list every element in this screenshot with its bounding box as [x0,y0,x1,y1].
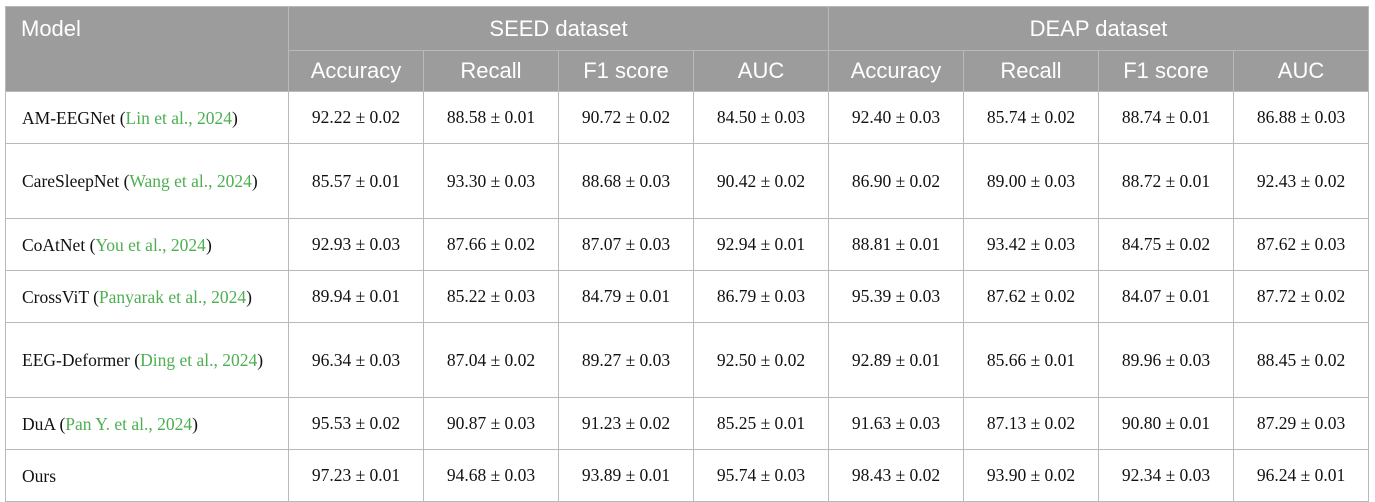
value-cell: 98.43 ± 0.02 [828,449,964,502]
table-row: CareSleepNet (Wang et al., 2024) 85.57 ±… [5,143,1370,219]
value-cell: 86.88 ± 0.03 [1232,91,1370,144]
value-cell: 96.24 ± 0.01 [1232,449,1370,502]
value-cell: 89.96 ± 0.03 [1098,322,1234,398]
seed-group-header: SEED dataset [288,6,829,51]
citation-link[interactable]: Panyarak et al., 2024 [98,286,247,307]
citation-link[interactable]: You et al., 2024 [95,234,206,255]
value-cell: 94.68 ± 0.03 [423,449,559,502]
value-cell: 85.25 ± 0.01 [693,397,829,450]
model-cell: CoAtNet (You et al., 2024) [5,218,289,271]
value-cell: 90.42 ± 0.02 [693,143,829,219]
value-cell: 84.75 ± 0.02 [1098,218,1234,271]
model-cell: DuA (Pan Y. et al., 2024) [5,397,289,450]
value-cell: 87.07 ± 0.03 [558,218,694,271]
model-name: AM-EEGNet [22,107,116,128]
model-cell: Ours [5,449,289,502]
value-cell: 84.79 ± 0.01 [558,270,694,323]
value-cell: 92.43 ± 0.02 [1232,143,1370,219]
value-cell: 85.66 ± 0.01 [963,322,1099,398]
value-cell: 93.90 ± 0.02 [963,449,1099,502]
value-cell: 87.62 ± 0.02 [963,270,1099,323]
value-cell: 95.53 ± 0.02 [288,397,424,450]
table-row: CoAtNet (You et al., 2024) 92.93 ± 0.03 … [5,218,1370,271]
value-cell: 88.81 ± 0.01 [828,218,964,271]
table-row: DuA (Pan Y. et al., 2024) 95.53 ± 0.02 9… [5,397,1370,450]
metric-header: Accuracy [288,50,424,92]
table-row: CrossViT (Panyarak et al., 2024) 89.94 ±… [5,270,1370,323]
model-cell: EEG-Deformer (Ding et al., 2024) [5,322,289,398]
model-name: CrossViT [22,286,89,307]
model-cell: CareSleepNet (Wang et al., 2024) [5,143,289,219]
value-cell: 93.89 ± 0.01 [558,449,694,502]
value-cell: 89.27 ± 0.03 [558,322,694,398]
table-row: EEG-Deformer (Ding et al., 2024) 96.34 ±… [5,322,1370,398]
value-cell: 90.87 ± 0.03 [423,397,559,450]
value-cell: 88.45 ± 0.02 [1232,322,1370,398]
table-row: AM-EEGNet (Lin et al., 2024) 92.22 ± 0.0… [5,91,1370,144]
results-table: Model SEED dataset DEAP dataset Accuracy… [5,6,1370,502]
value-cell: 89.94 ± 0.01 [288,270,424,323]
value-cell: 95.39 ± 0.03 [828,270,964,323]
table-header: Model SEED dataset DEAP dataset Accuracy… [5,6,1370,92]
value-cell: 89.00 ± 0.03 [963,143,1099,219]
metric-header: Accuracy [828,50,964,92]
table-row: Ours 97.23 ± 0.01 94.68 ± 0.03 93.89 ± 0… [5,449,1370,502]
value-cell: 92.94 ± 0.01 [693,218,829,271]
deap-group-header: DEAP dataset [827,6,1370,51]
value-cell: 84.07 ± 0.01 [1098,270,1234,323]
results-table-container: Model SEED dataset DEAP dataset Accuracy… [5,6,1370,502]
value-cell: 85.57 ± 0.01 [288,143,424,219]
value-cell: 92.40 ± 0.03 [828,91,964,144]
value-cell: 96.34 ± 0.03 [288,322,424,398]
value-cell: 92.50 ± 0.02 [693,322,829,398]
citation-link[interactable]: Ding et al., 2024 [140,350,258,370]
value-cell: 88.68 ± 0.03 [558,143,694,219]
value-cell: 85.74 ± 0.02 [963,91,1099,144]
metric-header: F1 score [558,50,694,92]
citation-link[interactable]: Wang et al., 2024 [129,171,252,191]
value-cell: 92.22 ± 0.02 [288,91,424,144]
value-cell: 92.89 ± 0.01 [828,322,964,398]
citation-link[interactable]: Pan Y. et al., 2024 [65,413,193,434]
model-name: DuA [22,413,56,434]
metric-header: Recall [963,50,1099,92]
metric-header: AUC [693,50,829,92]
value-cell: 85.22 ± 0.03 [423,270,559,323]
value-cell: 84.50 ± 0.03 [693,91,829,144]
value-cell: 88.74 ± 0.01 [1098,91,1234,144]
model-cell: CrossViT (Panyarak et al., 2024) [5,270,289,323]
metric-header: AUC [1232,50,1370,92]
model-name: CareSleepNet [22,171,120,191]
value-cell: 91.23 ± 0.02 [558,397,694,450]
value-cell: 88.72 ± 0.01 [1098,143,1234,219]
value-cell: 90.72 ± 0.02 [558,91,694,144]
value-cell: 87.13 ± 0.02 [963,397,1099,450]
value-cell: 87.66 ± 0.02 [423,218,559,271]
metric-header: F1 score [1098,50,1234,92]
value-cell: 97.23 ± 0.01 [288,449,424,502]
table-body: AM-EEGNet (Lin et al., 2024) 92.22 ± 0.0… [5,91,1370,502]
value-cell: 90.80 ± 0.01 [1098,397,1234,450]
value-cell: 91.63 ± 0.03 [828,397,964,450]
model-name: CoAtNet [22,234,86,255]
value-cell: 88.58 ± 0.01 [423,91,559,144]
model-column-header: Model [5,6,289,92]
value-cell: 86.90 ± 0.02 [828,143,964,219]
value-cell: 95.74 ± 0.03 [693,449,829,502]
value-cell: 87.04 ± 0.02 [423,322,559,398]
metric-header: Recall [423,50,559,92]
value-cell: 86.79 ± 0.03 [693,270,829,323]
value-cell: 92.93 ± 0.03 [288,218,424,271]
model-name: EEG-Deformer [22,350,130,370]
value-cell: 93.30 ± 0.03 [423,143,559,219]
model-cell: AM-EEGNet (Lin et al., 2024) [5,91,289,144]
value-cell: 87.62 ± 0.03 [1232,218,1370,271]
value-cell: 87.72 ± 0.02 [1232,270,1370,323]
value-cell: 92.34 ± 0.03 [1098,449,1234,502]
value-cell: 93.42 ± 0.03 [963,218,1099,271]
value-cell: 87.29 ± 0.03 [1232,397,1370,450]
citation-link[interactable]: Lin et al., 2024 [125,107,232,128]
